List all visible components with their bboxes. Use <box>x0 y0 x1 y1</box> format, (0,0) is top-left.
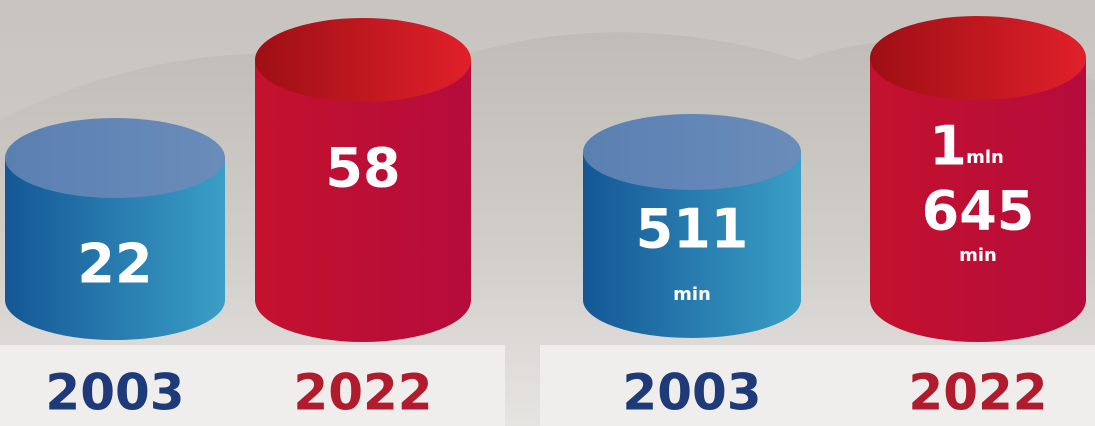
cylinder <box>583 114 801 338</box>
cylinder <box>5 118 225 340</box>
cylinder <box>870 16 1086 342</box>
unit: min <box>959 245 997 266</box>
value: 22 <box>77 233 152 296</box>
year-band <box>0 345 505 426</box>
cylinder <box>255 18 471 342</box>
unit: min <box>673 284 711 305</box>
value: 511 <box>636 198 749 261</box>
year: 2022 <box>293 364 432 422</box>
value: 645 <box>922 180 1035 243</box>
year: 2003 <box>622 364 761 422</box>
background-hills <box>0 0 1095 120</box>
value: 58 <box>325 137 400 200</box>
year-band <box>540 345 1095 426</box>
year: 2022 <box>908 364 1047 422</box>
year: 2003 <box>45 364 184 422</box>
value: 1 <box>929 115 967 178</box>
unit: mln <box>966 147 1004 168</box>
